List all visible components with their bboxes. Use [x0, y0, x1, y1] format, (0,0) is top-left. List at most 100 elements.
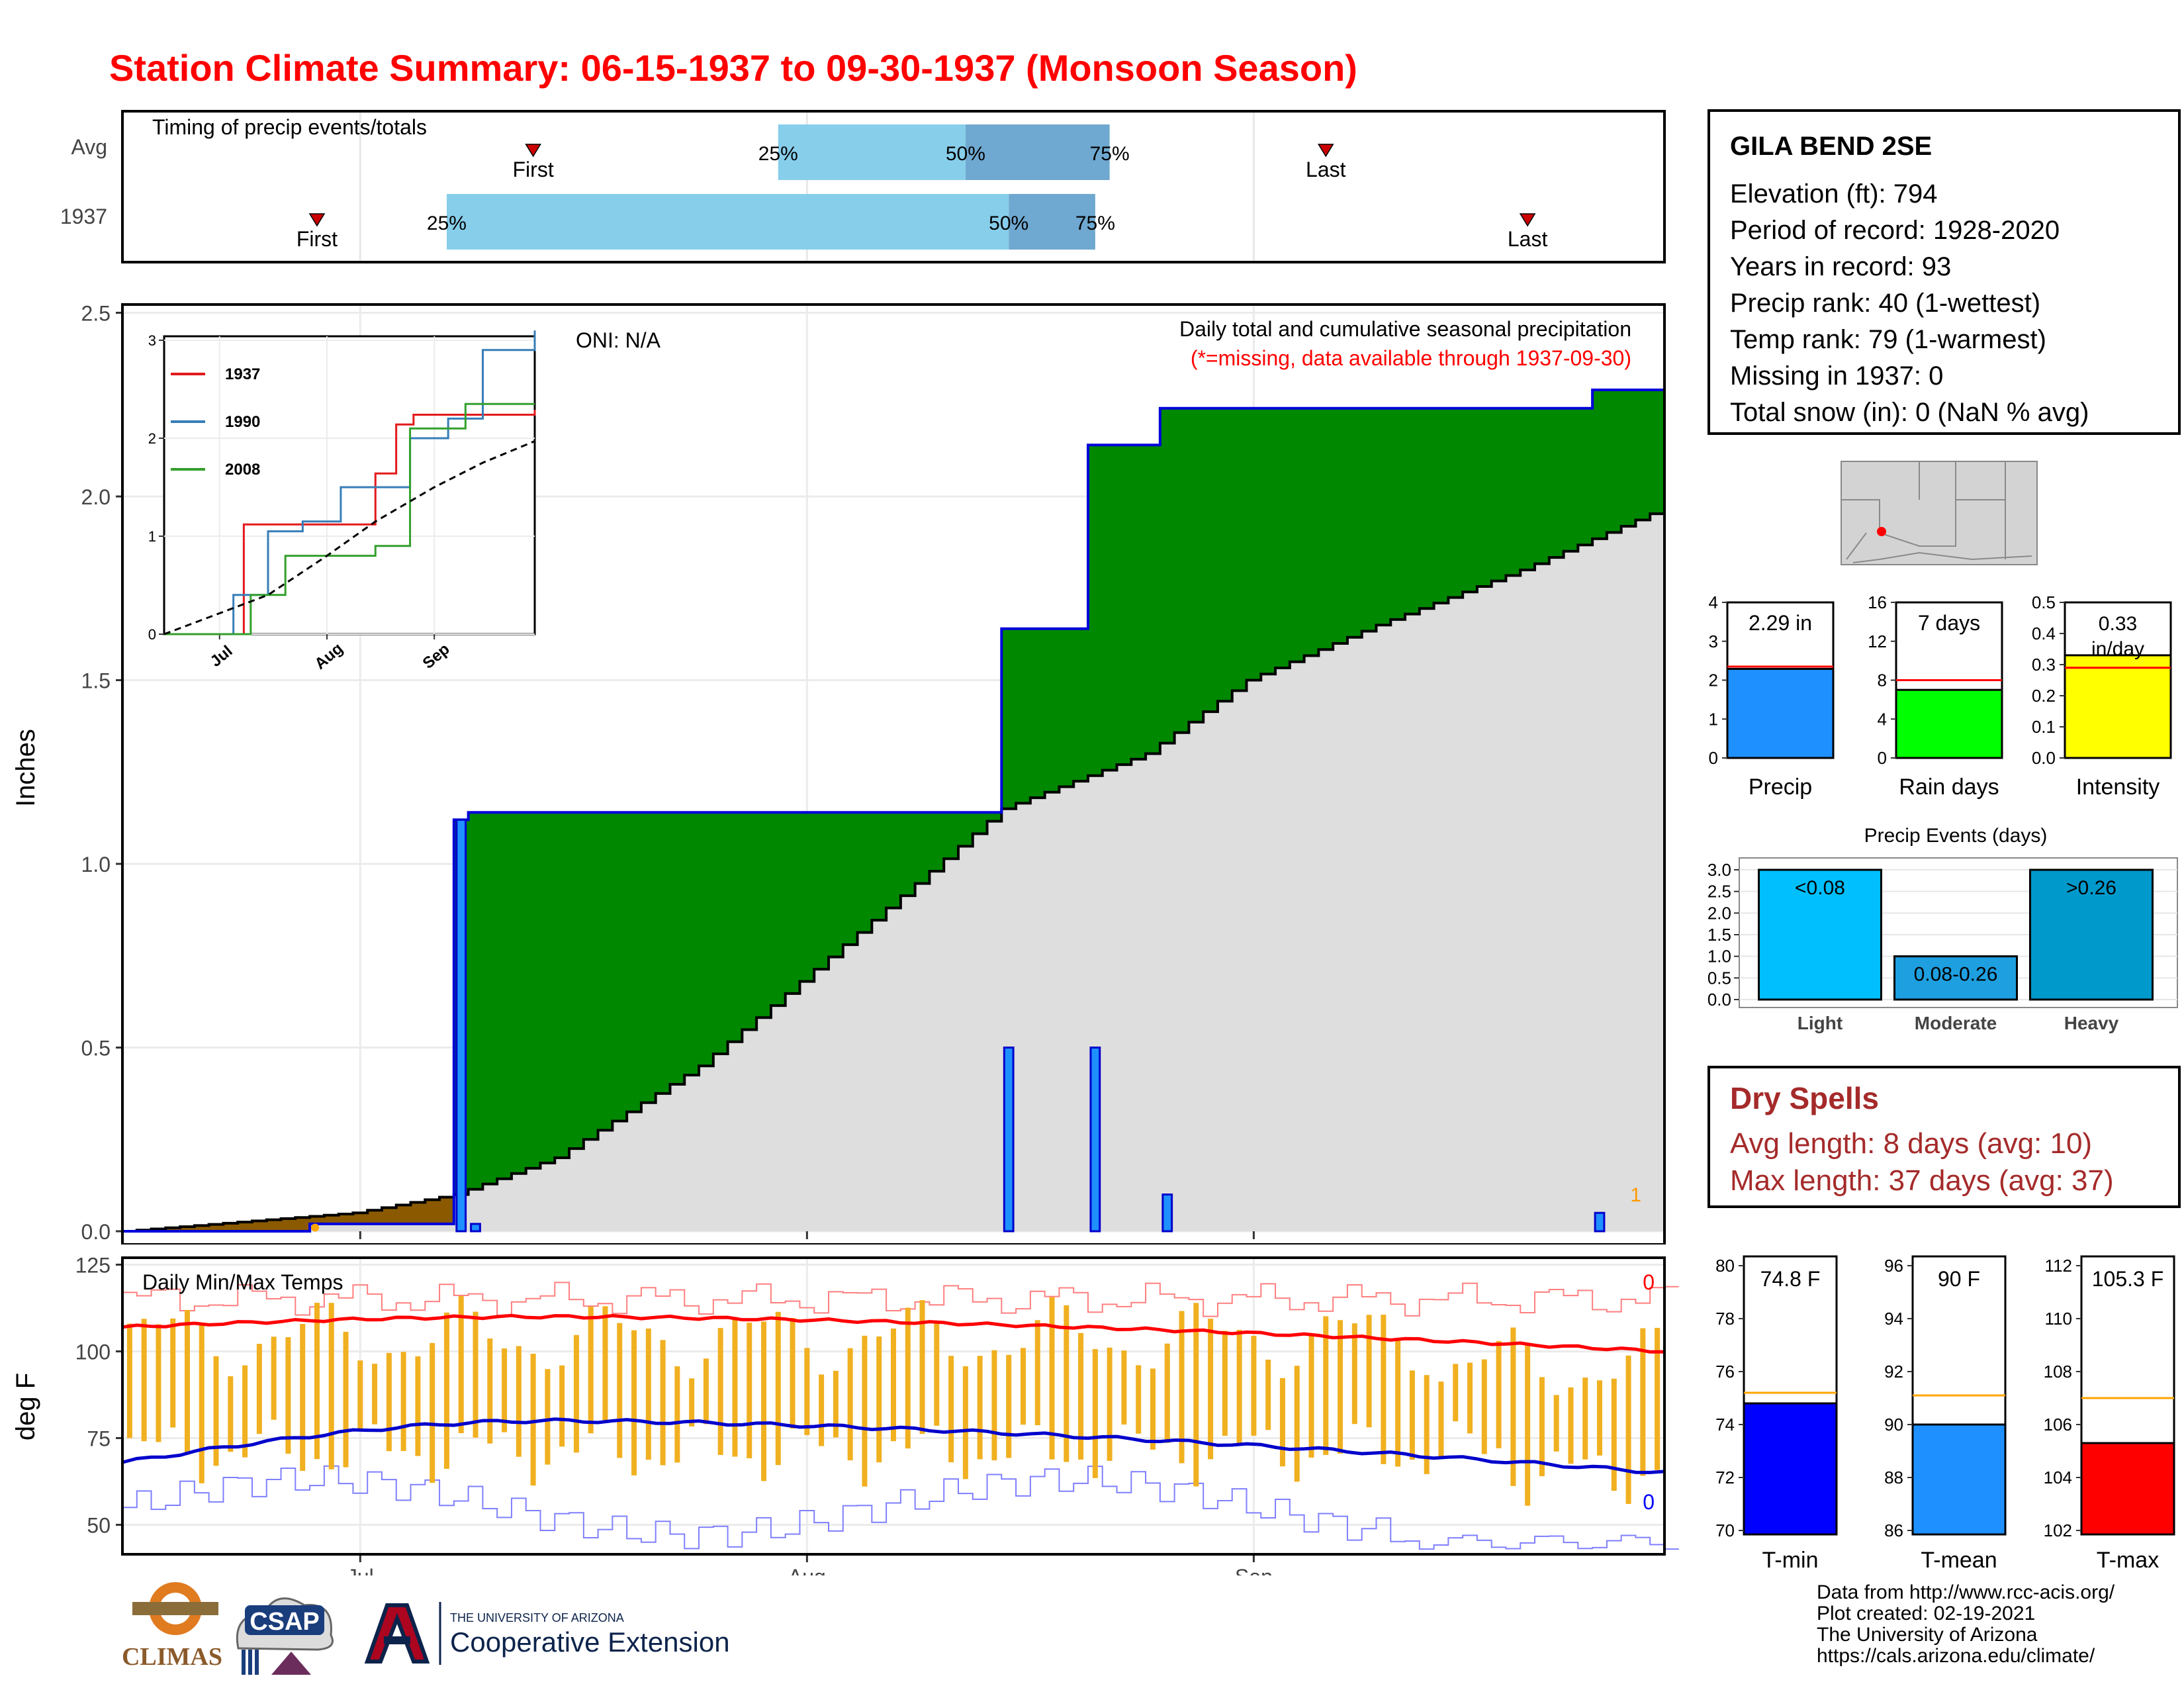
daily-temp-range-bar: [559, 1365, 565, 1447]
daily-temp-range-bar: [761, 1321, 767, 1481]
timing-bar-q1: [446, 194, 1009, 250]
daily-precip-bar: [1089, 1047, 1101, 1233]
daily-temp-range-bar: [1338, 1320, 1343, 1454]
events-tick-label: 2.0: [1707, 903, 1731, 923]
mini-precip-value: 7 days: [1918, 611, 1980, 635]
inset-series-line: [163, 440, 535, 635]
above-normal-fill: [1448, 408, 1463, 598]
events-title: Precip Events (days): [1864, 825, 2048, 847]
csap-logo-text: CSAP: [250, 1608, 320, 1636]
mini-temp-tick-label: 102: [2044, 1521, 2072, 1540]
above-normal-fill: [829, 812, 844, 957]
events-bar-value: >0.26: [2066, 877, 2116, 899]
daily-temp-range-bar: [141, 1319, 147, 1442]
mini-temp-tick-label: 72: [1715, 1468, 1735, 1487]
daily-temp-range-bar: [1438, 1382, 1444, 1457]
above-normal-fill: [555, 812, 570, 1158]
station-temp-rank: Temp rank: 79 (1-warmest): [1730, 325, 2046, 354]
mini-temp-tick-label: 88: [1884, 1468, 1903, 1487]
daily-temp-range-bar: [674, 1366, 680, 1463]
below-normal-fill: [338, 1213, 354, 1224]
mini-precip-tick-label: 0.5: [2032, 592, 2056, 612]
above-normal-fill: [1592, 390, 1608, 539]
daily-temp-range-bar: [1553, 1395, 1559, 1452]
daily-temp-range-bar: [328, 1303, 334, 1470]
daily-temp-range-bar: [645, 1328, 651, 1460]
above-normal-fill: [1433, 408, 1449, 603]
above-normal-fill: [482, 812, 498, 1184]
daily-temp-range-bar: [919, 1300, 925, 1434]
mini-precip-bar: [1895, 688, 2003, 759]
below-normal-fill: [367, 1210, 383, 1224]
mini-temp-value: 74.8 F: [1760, 1267, 1821, 1291]
daily-precip-bar: [1594, 1211, 1606, 1233]
timing-label-p50: 50%: [946, 143, 985, 165]
daily-temp-range-bar: [790, 1318, 796, 1429]
daily-temp-range-bar: [1611, 1378, 1617, 1491]
above-normal-fill: [1347, 408, 1363, 637]
temp-ytick-label: 75: [87, 1427, 111, 1450]
daily-temp-range-bar: [1251, 1336, 1257, 1436]
daily-temp-range-bar: [1351, 1323, 1357, 1425]
above-normal-fill: [1333, 408, 1348, 643]
mini-temp-tick-label: 92: [1884, 1362, 1903, 1382]
mini-temp-label: T-max: [2097, 1548, 2159, 1573]
dry-spells-title: Dry Spells: [1730, 1081, 1879, 1115]
above-normal-fill: [1635, 390, 1651, 520]
climas-logo-text: CLIMAS: [122, 1643, 222, 1671]
events-bar-value: 0.08-0.26: [1914, 964, 1998, 986]
mini-temp-tick-label: 70: [1715, 1521, 1735, 1540]
above-normal-fill: [1203, 408, 1218, 712]
daily-temp-range-bar: [1265, 1359, 1271, 1430]
station-missing: Missing in 1937: 0: [1730, 361, 1944, 391]
mini-temp-value: 105.3 F: [2092, 1267, 2164, 1291]
normal-max-line: [122, 1313, 1665, 1354]
below-normal-fill: [238, 1222, 253, 1231]
main-ytick-label: 0.0: [81, 1220, 111, 1244]
above-normal-fill: [1535, 408, 1550, 564]
above-normal-fill: [756, 812, 772, 1018]
above-normal-fill: [699, 812, 714, 1066]
above-normal-fill: [612, 812, 627, 1121]
main-ytick-label: 2.0: [81, 485, 111, 509]
above-normal-fill: [525, 812, 541, 1168]
daily-temp-range-bar: [386, 1352, 392, 1452]
daily-temp-range-bar: [775, 1311, 781, 1466]
first-event-marker: [311, 1223, 320, 1232]
above-normal-fill: [1275, 408, 1291, 668]
daily-temp-range-bar: [891, 1328, 896, 1442]
daily-temp-range-bar: [617, 1323, 623, 1458]
daily-temp-range-bar: [1308, 1334, 1314, 1458]
daily-temp-range-bar: [415, 1356, 421, 1456]
mini-temp-tick-label: 86: [1884, 1521, 1903, 1540]
above-normal-fill: [1520, 408, 1535, 570]
above-normal-fill: [627, 812, 642, 1112]
daily-temp-range-bar: [703, 1358, 709, 1425]
above-normal-fill: [1146, 445, 1161, 754]
mini-temp-tick-label: 94: [1884, 1309, 1903, 1329]
timing-label-first: First: [513, 158, 554, 181]
above-normal-fill: [900, 812, 916, 896]
events-category-label: Heavy: [2064, 1013, 2119, 1033]
timing-marker-first: [525, 144, 541, 158]
above-normal-fill: [1650, 390, 1665, 514]
above-normal-fill: [886, 812, 901, 908]
above-normal-fill: [1217, 408, 1233, 702]
daily-temp-range-bar: [819, 1374, 825, 1446]
below-normal-fill: [353, 1213, 368, 1224]
above-normal-fill: [511, 812, 527, 1174]
university-of-arizona-logo: THE UNIVERSITY OF ARIZONA Cooperative Ex…: [364, 1602, 730, 1665]
daily-temp-range-bar: [314, 1303, 320, 1460]
above-normal-fill: [670, 812, 685, 1084]
mini-temp-bar: [2080, 1442, 2175, 1536]
daily-temp-range-bar: [1179, 1311, 1185, 1464]
mini-precip-tick-label: 12: [1868, 632, 1887, 651]
timing-chart: Timing of precip events/totals Avg 1937 …: [60, 110, 1666, 263]
daily-temp-range-bar: [977, 1356, 983, 1460]
oni-label: ONI: N/A: [576, 328, 661, 352]
temp-ytick-label: 125: [75, 1253, 111, 1277]
inset-ytick-label: 1: [148, 528, 156, 545]
below-normal-fill: [396, 1205, 412, 1224]
above-normal-fill: [842, 812, 858, 945]
daily-temp-range-bar: [573, 1335, 579, 1453]
